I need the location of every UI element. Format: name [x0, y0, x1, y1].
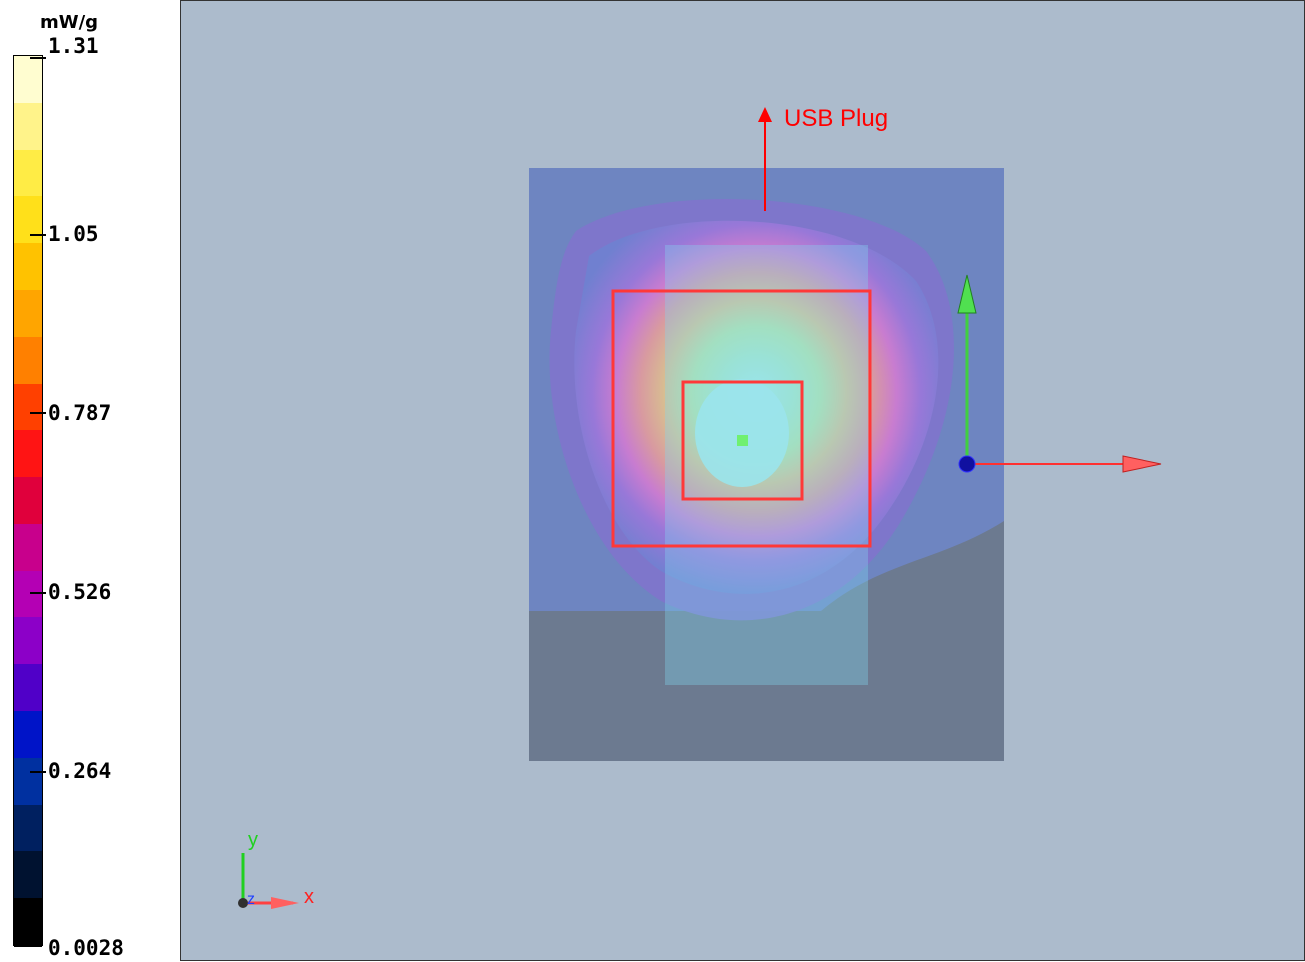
tick-label-max: 1.31 [48, 34, 99, 58]
tick-label-min: 0.0028 [48, 936, 124, 960]
color-scale-segment [14, 664, 42, 713]
peak-region [695, 379, 789, 487]
probe-y-arrow-icon [957, 274, 977, 314]
color-scale-segment [14, 617, 42, 667]
tick-mark [30, 57, 46, 59]
color-scale-segment [14, 570, 42, 620]
color-scale-segment [14, 383, 42, 433]
triad-x-label: x [304, 886, 314, 908]
color-scale-segment [14, 102, 42, 152]
usb-plug-label: USB Plug [784, 105, 888, 132]
tick-mark [30, 592, 46, 594]
area-scan-box [611, 289, 872, 548]
unit-label: mW/g [40, 12, 99, 33]
color-scale-segment [14, 196, 42, 245]
triad-x-arrow-icon [271, 897, 299, 909]
sar-scan-view: USB Plug y x z [238, 105, 1162, 909]
color-scale-segment [14, 289, 42, 339]
tick-label: 0.787 [48, 401, 112, 425]
tick-label: 1.05 [48, 222, 99, 246]
color-scale-segment [14, 804, 42, 854]
usb-arrow-head [758, 107, 772, 122]
color-scale-segment [14, 477, 42, 526]
device-outline [665, 245, 868, 685]
color-scale-segment [14, 523, 42, 573]
color-scale-legend: mW/g 1.31 1.05 0.787 0.526 0.264 0.0028 [0, 0, 180, 961]
tick-mark [30, 412, 46, 414]
zoom-scan-box [681, 380, 804, 501]
tick-mark [30, 234, 46, 236]
tick-label: 0.264 [48, 759, 112, 783]
color-scale-segment [14, 898, 42, 947]
color-scale-segment [14, 711, 42, 760]
probe-origin [958, 455, 976, 473]
tick-label: 0.526 [48, 580, 112, 604]
triad-origin [238, 898, 248, 908]
color-scale-bar [13, 55, 43, 947]
color-scale-segment [14, 149, 42, 199]
color-scale-segment [14, 757, 42, 807]
probe-x-arrow-icon [1122, 455, 1162, 473]
peak-marker [737, 435, 748, 446]
triad-z-label: z [247, 891, 255, 908]
color-scale-segment [14, 430, 42, 479]
tick-mark [30, 771, 46, 773]
color-scale-segment [14, 851, 42, 900]
color-scale-segment [14, 336, 42, 386]
color-scale-segment [14, 56, 42, 105]
triad-y-label: y [248, 829, 258, 851]
color-scale-segment [14, 243, 42, 292]
3d-viewport[interactable]: USB Plug y x z [180, 0, 1305, 961]
